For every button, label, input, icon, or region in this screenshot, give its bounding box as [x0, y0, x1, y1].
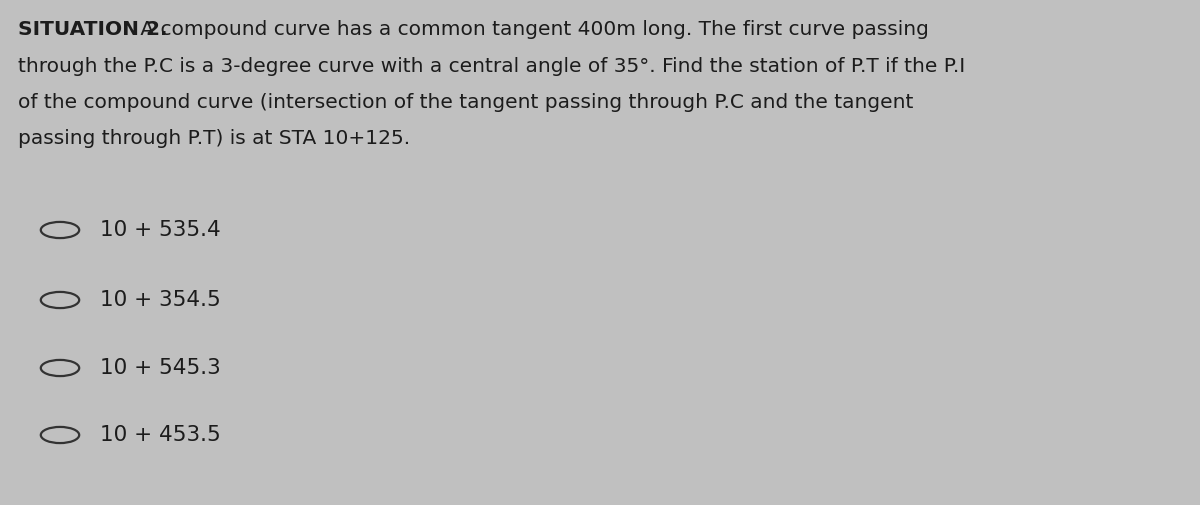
Text: A compound curve has a common tangent 400m long. The first curve passing: A compound curve has a common tangent 40… — [134, 20, 929, 39]
Text: 10 + 354.5: 10 + 354.5 — [100, 290, 221, 310]
Text: 10 + 535.4: 10 + 535.4 — [100, 220, 221, 240]
Text: through the P.C is a 3-degree curve with a central angle of 35°. Find the statio: through the P.C is a 3-degree curve with… — [18, 57, 965, 76]
Text: 10 + 545.3: 10 + 545.3 — [100, 358, 221, 378]
Text: 10 + 453.5: 10 + 453.5 — [100, 425, 221, 445]
Text: SITUATION 2.: SITUATION 2. — [18, 20, 168, 39]
Text: passing through P.T) is at STA 10+125.: passing through P.T) is at STA 10+125. — [18, 129, 410, 148]
Text: of the compound curve (intersection of the tangent passing through P.C and the t: of the compound curve (intersection of t… — [18, 93, 913, 112]
